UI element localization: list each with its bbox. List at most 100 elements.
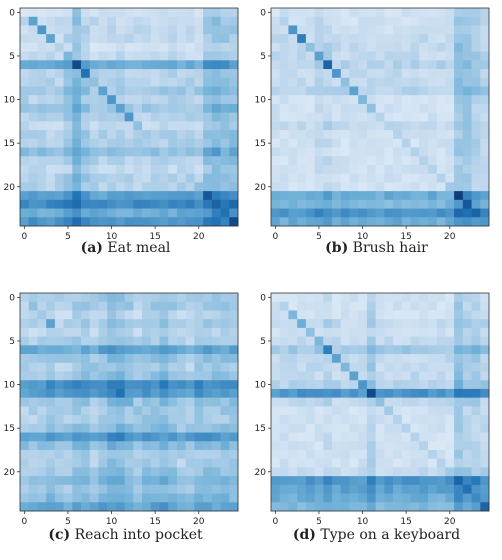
heatmap-cell bbox=[194, 16, 204, 26]
heatmap-cell bbox=[115, 69, 126, 79]
heatmap-cell bbox=[384, 484, 394, 494]
heatmap-cell bbox=[37, 8, 47, 18]
heatmap-cell bbox=[168, 293, 178, 303]
heatmap-cell bbox=[410, 380, 420, 390]
heatmap-cell bbox=[20, 112, 30, 122]
heatmap-cell bbox=[393, 354, 403, 364]
heatmap-cell bbox=[72, 327, 82, 337]
heatmap-cell bbox=[340, 191, 350, 201]
heatmap-cell bbox=[142, 423, 152, 433]
heatmap-cell bbox=[375, 476, 385, 486]
heatmap-cell bbox=[401, 484, 411, 494]
heatmap-cell bbox=[340, 380, 350, 390]
heatmap-cell bbox=[305, 293, 315, 303]
heatmap-cell bbox=[211, 156, 221, 166]
heatmap-cell bbox=[305, 51, 315, 61]
heatmap-cell bbox=[98, 423, 108, 433]
heatmap-cell bbox=[393, 156, 403, 166]
heatmap-cell bbox=[220, 60, 230, 70]
heatmap-cell bbox=[159, 493, 169, 503]
heatmap-cell bbox=[54, 25, 64, 35]
heatmap-cell bbox=[314, 16, 324, 26]
heatmap-cell bbox=[323, 362, 333, 372]
heatmap-cell bbox=[288, 423, 298, 433]
heatmap-cell bbox=[410, 467, 420, 477]
heatmap-cell bbox=[375, 95, 385, 105]
heatmap-cell bbox=[37, 121, 47, 131]
heatmap-cell bbox=[419, 147, 429, 157]
heatmap-cell bbox=[63, 301, 73, 311]
heatmap-cell bbox=[279, 16, 289, 26]
heatmap-cell bbox=[419, 69, 429, 79]
heatmap-cell bbox=[54, 60, 64, 70]
heatmap-cell bbox=[115, 156, 126, 166]
heatmap-cell bbox=[332, 147, 342, 157]
heatmap-cell bbox=[20, 423, 30, 433]
heatmap-cell bbox=[54, 199, 64, 209]
heatmap-cell bbox=[271, 147, 281, 157]
heatmap-cell bbox=[401, 147, 411, 157]
heatmap-cell bbox=[419, 217, 429, 227]
heatmap-cell bbox=[176, 502, 187, 512]
heatmap-cell bbox=[37, 293, 47, 303]
heatmap-cell bbox=[28, 86, 38, 96]
heatmap-cell bbox=[185, 173, 195, 183]
heatmap-cell bbox=[462, 103, 472, 114]
heatmap-cell bbox=[375, 182, 385, 192]
heatmap-cell bbox=[194, 164, 204, 175]
heatmap-cell bbox=[375, 16, 385, 26]
heatmap-cell bbox=[220, 173, 230, 183]
heatmap-cell bbox=[401, 208, 411, 218]
heatmap-cell bbox=[72, 467, 82, 477]
heatmap-cell bbox=[410, 371, 420, 381]
heatmap-cell bbox=[314, 310, 324, 320]
heatmap-cell bbox=[107, 130, 117, 140]
heatmap-cell bbox=[124, 164, 134, 175]
heatmap-cell bbox=[462, 354, 472, 364]
heatmap-cell bbox=[133, 362, 143, 372]
heatmap-cell bbox=[471, 130, 481, 140]
heatmap-cell bbox=[176, 449, 187, 460]
heatmap-cell bbox=[480, 493, 490, 503]
x-tick-label: 10 bbox=[357, 517, 369, 527]
heatmap-cell bbox=[471, 458, 481, 468]
heatmap-cell bbox=[384, 121, 394, 131]
heatmap-cell bbox=[454, 397, 464, 407]
heatmap-cell bbox=[419, 34, 429, 44]
heatmap-cell bbox=[340, 199, 350, 209]
heatmap-cell bbox=[340, 173, 350, 183]
heatmap-cell bbox=[176, 8, 187, 18]
heatmap-cell bbox=[168, 336, 178, 346]
heatmap-cell bbox=[107, 77, 117, 87]
heatmap-cell bbox=[332, 42, 342, 52]
heatmap-cell bbox=[46, 484, 56, 494]
x-tick-label: 5 bbox=[65, 517, 71, 527]
heatmap-cell bbox=[46, 25, 56, 35]
heatmap-cell bbox=[176, 476, 187, 486]
heatmap-cell bbox=[176, 406, 187, 416]
heatmap-cell bbox=[427, 362, 438, 372]
heatmap-cell bbox=[366, 164, 377, 175]
heatmap-cell bbox=[115, 476, 126, 486]
heatmap-cell bbox=[81, 502, 91, 512]
heatmap-cell bbox=[427, 467, 438, 477]
heatmap-cell bbox=[203, 371, 213, 381]
heatmap-cell bbox=[63, 173, 73, 183]
heatmap-cell bbox=[72, 423, 82, 433]
heatmap-cell bbox=[480, 467, 490, 477]
heatmap-cell bbox=[384, 51, 394, 61]
heatmap-cell bbox=[332, 502, 342, 512]
heatmap-cell bbox=[46, 371, 56, 381]
heatmap-cell bbox=[427, 191, 438, 201]
heatmap-cell bbox=[480, 441, 490, 451]
heatmap-cell bbox=[54, 310, 64, 320]
heatmap-cell bbox=[185, 147, 195, 157]
heatmap-cell bbox=[358, 147, 368, 157]
heatmap-cell bbox=[98, 34, 108, 44]
heatmap-cell bbox=[332, 69, 342, 79]
heatmap-cell bbox=[211, 60, 221, 70]
heatmap-cell bbox=[124, 319, 134, 329]
heatmap-cell bbox=[332, 301, 342, 311]
heatmap-cell bbox=[72, 42, 82, 52]
heatmap-cell bbox=[314, 156, 324, 166]
